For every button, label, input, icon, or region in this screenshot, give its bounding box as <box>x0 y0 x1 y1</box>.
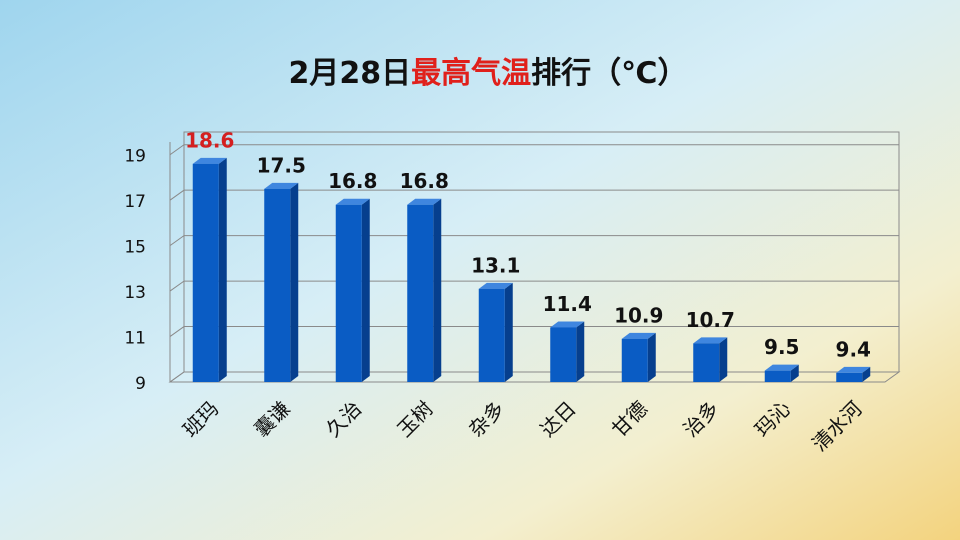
y-tick-label: 15 <box>124 238 146 258</box>
bar <box>621 338 648 382</box>
value-label: 16.8 <box>400 169 449 193</box>
chart-title: 2月28日最高气温排行（℃） <box>289 56 688 91</box>
title-part: 最高气温 <box>411 56 531 91</box>
bar-side <box>647 332 656 382</box>
bar-side <box>576 321 585 382</box>
bar <box>335 204 362 382</box>
bar-top <box>264 182 299 189</box>
grid-line <box>169 280 899 292</box>
value-label: 9.4 <box>836 337 871 361</box>
bar <box>836 372 863 382</box>
title-part: 排行（℃） <box>531 56 687 91</box>
bar <box>764 370 791 382</box>
bar-side <box>862 366 871 382</box>
grid-line <box>169 235 899 247</box>
grid-line <box>169 371 899 383</box>
bar <box>264 188 291 382</box>
bar-top <box>407 198 442 205</box>
value-label: 17.5 <box>257 153 306 177</box>
bar <box>478 288 505 382</box>
bar-side <box>790 364 799 382</box>
title-part: 2月28日 <box>289 56 412 91</box>
y-tick-label: 9 <box>135 374 146 394</box>
bar-side <box>290 182 299 382</box>
grid-line <box>169 189 899 201</box>
bar-top <box>621 332 656 339</box>
value-label: 16.8 <box>328 169 377 193</box>
value-label: 10.7 <box>686 308 735 332</box>
bar <box>550 327 577 382</box>
value-label: 13.1 <box>471 253 520 277</box>
value-label: 11.4 <box>543 292 592 316</box>
value-label: 10.9 <box>614 303 663 327</box>
value-label: 18.6 <box>185 128 234 152</box>
y-tick-label: 13 <box>124 283 146 303</box>
bar-top <box>478 282 513 289</box>
bar-top <box>550 321 585 328</box>
bar-top <box>693 337 728 344</box>
bar <box>192 163 219 382</box>
bar-top <box>836 366 871 373</box>
plot-frame <box>183 131 900 372</box>
value-label: 9.5 <box>764 335 799 359</box>
bar <box>407 204 434 382</box>
y-tick-label: 11 <box>124 329 146 349</box>
grid-line <box>169 326 899 337</box>
y-tick-label: 19 <box>124 147 146 167</box>
bar-side <box>504 282 513 382</box>
bar-side <box>433 198 442 382</box>
bar-side <box>218 157 227 382</box>
bar-side <box>361 198 370 382</box>
grid-line <box>169 144 899 156</box>
bar-top <box>192 157 227 164</box>
bar <box>693 343 720 382</box>
bar-side <box>719 337 728 382</box>
bar-top <box>764 364 799 371</box>
bar-top <box>335 198 370 205</box>
y-tick-label: 17 <box>124 192 146 212</box>
